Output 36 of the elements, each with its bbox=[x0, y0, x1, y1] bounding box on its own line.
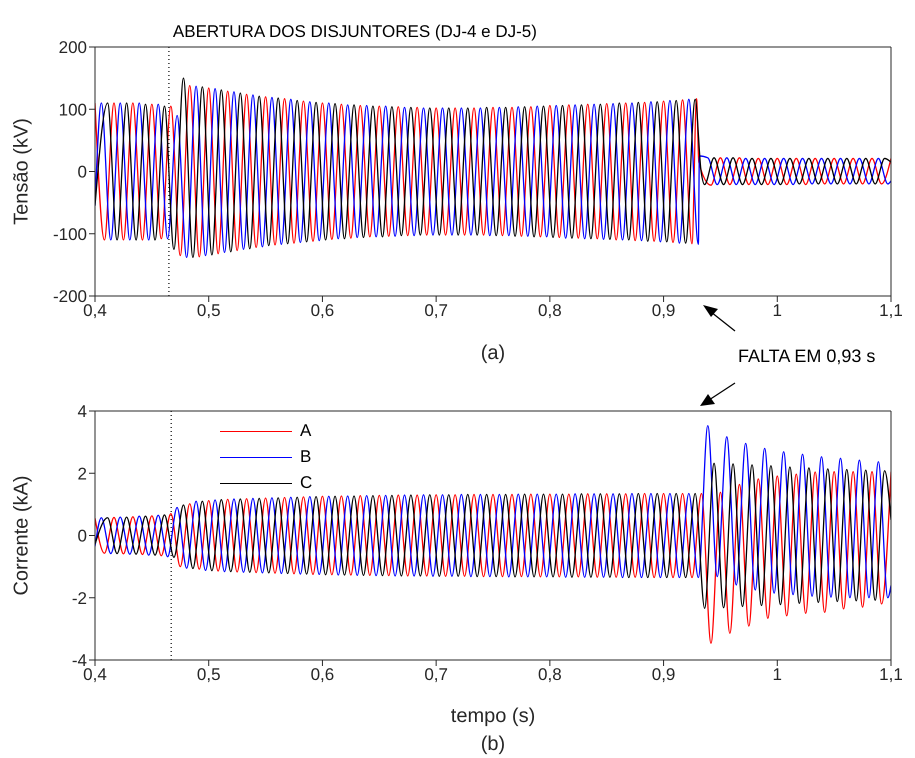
x-tick-label: 0,8 bbox=[538, 665, 562, 684]
x-tick-label: 1 bbox=[772, 665, 782, 684]
y-axis-title: Tensão (kV) bbox=[10, 118, 32, 225]
x-tick-label: 0,4 bbox=[83, 665, 107, 684]
y-tick-label: 2 bbox=[78, 464, 87, 484]
x-tick-label: 1,1 bbox=[879, 665, 903, 684]
text: (b) bbox=[480, 733, 506, 756]
legend-label: B bbox=[300, 446, 312, 468]
x-tick-label: 0,5 bbox=[196, 665, 221, 684]
legend-label: A bbox=[300, 420, 312, 442]
x-tick-label: 1 bbox=[772, 301, 782, 320]
text: (a) bbox=[480, 342, 506, 364]
x-tick-label: 0,6 bbox=[310, 665, 334, 684]
x-tick-label: 0,9 bbox=[652, 301, 676, 320]
y-tick-label: 200 bbox=[58, 38, 87, 58]
y-tick-label: -100 bbox=[52, 224, 87, 244]
y-tick-label: 0 bbox=[78, 526, 87, 546]
x-tick-label: 0,5 bbox=[196, 301, 221, 320]
x-tick-label: 0,8 bbox=[538, 301, 562, 320]
ref-line-label: ABERTURA DOS DISJUNTORES (DJ-4 e DJ-5) bbox=[172, 22, 537, 41]
y-axis-title: Corrente (kA) bbox=[10, 475, 32, 596]
line-series bbox=[95, 471, 891, 644]
text: FALTA EM 0,93 s bbox=[738, 346, 876, 367]
y-tick-label: 100 bbox=[58, 100, 87, 120]
line-series bbox=[95, 424, 891, 598]
x-tick-label: 1,1 bbox=[879, 301, 903, 320]
x-tick-label: 0,7 bbox=[424, 301, 448, 320]
y-tick-label: 4 bbox=[78, 402, 87, 422]
x-tick-label: 0,6 bbox=[310, 301, 334, 320]
x-tick-label: 0,4 bbox=[83, 301, 107, 320]
x-tick-label: 0,7 bbox=[424, 665, 448, 684]
x-axis-title: tempo (s) bbox=[450, 705, 536, 727]
y-tick-label: -2 bbox=[72, 588, 87, 608]
x-tick-label: 0,9 bbox=[652, 665, 676, 684]
legend-label: C bbox=[300, 472, 312, 494]
y-tick-label: 0 bbox=[78, 162, 87, 182]
